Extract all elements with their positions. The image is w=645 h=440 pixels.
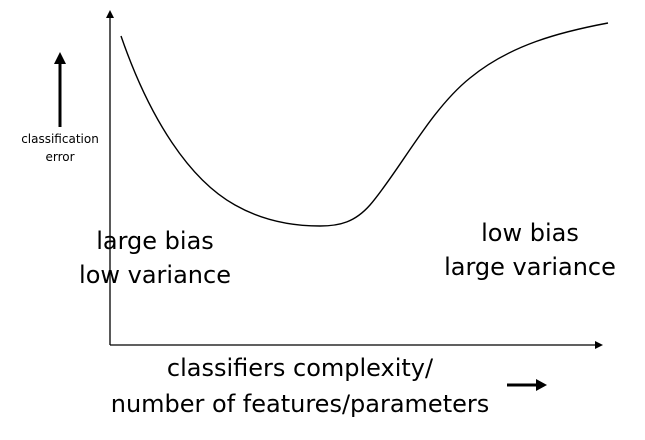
- left-region-line2: low variance: [79, 261, 231, 289]
- left-region-label: large bias low variance: [60, 224, 250, 292]
- x-axis-label-line2: number of features/parameters: [110, 390, 490, 418]
- right-region-line2: large variance: [444, 253, 616, 281]
- error-curve: [120, 22, 609, 227]
- y-axis-label-line2: error: [45, 150, 75, 164]
- right-region-label: low bias large variance: [430, 216, 630, 284]
- x-axis-label: classifiers complexity/ number of featur…: [80, 350, 520, 422]
- up-arrow-icon: [54, 52, 66, 127]
- x-axis-arrowhead: [595, 341, 603, 349]
- y-axis-label-line1: classification: [21, 132, 99, 146]
- left-region-line1: large bias: [96, 227, 214, 255]
- y-axis-arrowhead: [106, 10, 114, 18]
- right-arrow-icon: [507, 379, 547, 391]
- x-axis-label-line1: classifiers complexity/: [166, 354, 434, 382]
- right-region-line1: low bias: [481, 219, 579, 247]
- y-axis-label: classification error: [8, 130, 112, 166]
